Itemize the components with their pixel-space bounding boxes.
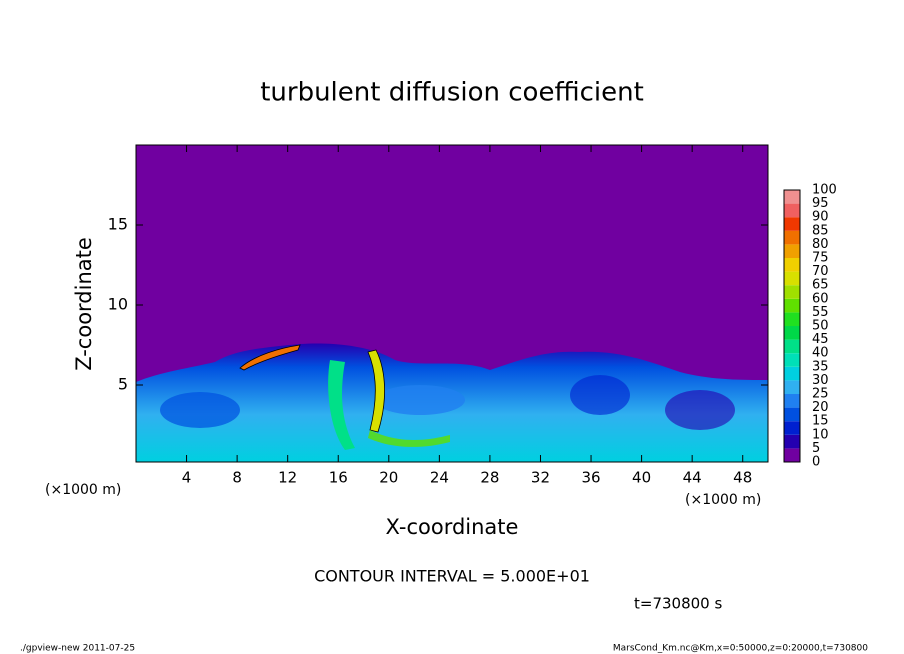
colorbar-swatch [784, 366, 800, 381]
x-tick-label: 32 [531, 469, 550, 487]
colorbar-label: 40 [812, 346, 829, 361]
y-tick-label: 15 [108, 215, 128, 234]
x-tick-label: 24 [430, 469, 449, 487]
colorbar-label: 15 [812, 414, 829, 429]
colorbar-label: 75 [812, 251, 829, 266]
colorbar-swatch [784, 339, 800, 354]
colorbar-swatch [784, 380, 800, 394]
x-axis-label: X-coordinate [386, 515, 519, 539]
colorbar-swatch [784, 421, 800, 435]
colorbar-label: 70 [812, 264, 829, 279]
x-tick-label: 8 [232, 469, 242, 487]
x-tick-label: 28 [480, 469, 499, 487]
colorbar-label: 35 [812, 359, 829, 374]
annotation: CONTOUR INTERVAL = 5.000E+01 [314, 567, 590, 586]
x-tick-label: 48 [733, 469, 752, 487]
colorbar-label: 25 [812, 387, 829, 402]
colorbar-swatch [784, 312, 800, 326]
colorbar-label: 60 [812, 291, 829, 306]
y-tick-label: 5 [118, 375, 128, 394]
colorbar-label: 10 [812, 427, 829, 442]
x-tick-label: 12 [278, 469, 297, 487]
colorbar-swatch [784, 271, 800, 286]
colorbar-label: 95 [812, 196, 829, 211]
x-unit-label: (×1000 m) [45, 482, 121, 498]
colorbar-label: 0 [812, 455, 820, 470]
colorbar-swatch [784, 217, 800, 231]
plot-frame [135, 144, 769, 463]
colorbar-label: 50 [812, 319, 829, 334]
colorbar-label: 45 [812, 332, 829, 347]
x-unit-label: (×1000 m) [685, 492, 761, 508]
colorbar-swatch [784, 230, 800, 245]
colorbar-swatch [784, 285, 800, 299]
colorbar-swatch [784, 407, 800, 422]
field [136, 145, 768, 462]
colorbar-label: 100 [812, 183, 837, 198]
colorbar-swatch [784, 258, 800, 272]
time-label: t=730800 s [634, 595, 722, 613]
colorbar-label: 85 [812, 223, 829, 238]
colorbar-swatch [784, 434, 800, 449]
footer-left: ./gpview-new 2011-07-25 [20, 644, 135, 654]
colorbar-frame [783, 189, 801, 463]
colorbar-label: 65 [812, 278, 829, 293]
x-tick-label: 4 [182, 469, 192, 487]
x-tick-label: 20 [379, 469, 398, 487]
colorbar-swatch [784, 394, 800, 408]
colorbar-swatch [784, 353, 800, 367]
colorbar-label: 80 [812, 237, 829, 252]
colorbar-label: 5 [812, 441, 820, 456]
colorbar-swatch [784, 326, 800, 340]
colorbar-label: 90 [812, 210, 829, 225]
x-tick-label: 40 [632, 469, 651, 487]
colorbar-swatch [784, 448, 800, 462]
y-axis-label: Z-coordinate [72, 237, 96, 371]
colorbar-label: 30 [812, 373, 829, 388]
y-tick-label: 10 [108, 295, 128, 314]
colorbar-swatch [784, 190, 800, 204]
x-tick-label: 36 [581, 469, 600, 487]
colorbar-swatch [784, 298, 800, 313]
colorbar-label: 55 [812, 305, 829, 320]
colorbar-swatch [784, 203, 800, 218]
x-tick-label: 16 [329, 469, 348, 487]
chart-title: turbulent diffusion coefficient [260, 78, 644, 108]
footer-right: MarsCond_Km.nc@Km,x=0:50000,z=0:20000,t=… [613, 644, 868, 654]
colorbar-swatch [784, 244, 800, 258]
x-tick-label: 44 [683, 469, 702, 487]
colorbar-label: 20 [812, 400, 829, 415]
